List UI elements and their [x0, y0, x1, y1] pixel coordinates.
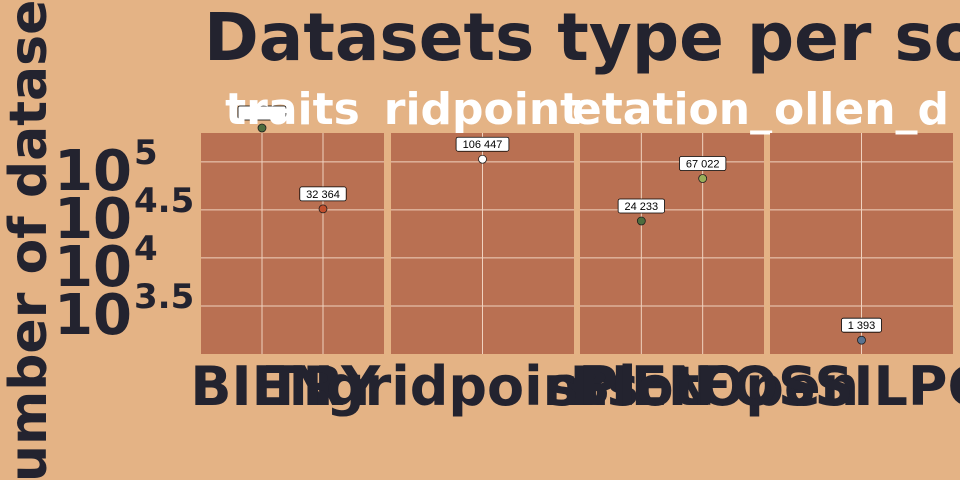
x-tick-label: BIEN	[190, 355, 333, 418]
x-tick-label: BIEN	[570, 355, 713, 418]
y-tick-exponent: 4	[134, 229, 158, 269]
facet-panel: 32 364	[201, 105, 384, 354]
y-tick-exponent: 5	[134, 133, 158, 173]
facet-panel: 24 233 67 022	[580, 133, 764, 354]
data-point	[478, 154, 487, 164]
data-point	[857, 335, 866, 345]
facet-strip-label: ridpoint	[384, 84, 581, 135]
facet-strip-label: traits	[225, 84, 360, 135]
y-tick-label: 10	[54, 283, 132, 348]
data-label-box	[617, 198, 665, 214]
y-tick-label: 10	[54, 187, 132, 252]
chart-title: Datasets type per so	[204, 0, 960, 76]
facet-panel: 1 393	[770, 133, 953, 354]
data-label: 32 364	[306, 189, 340, 201]
data-point	[257, 123, 267, 133]
data-point	[698, 174, 708, 183]
data-label-box	[679, 156, 727, 171]
data-label-box	[299, 186, 347, 202]
y-tick-exponent: 4.5	[134, 181, 194, 221]
x-tick-label: gridpoints	[326, 355, 639, 418]
data-point	[318, 204, 328, 214]
data-label: 67 022	[686, 159, 720, 171]
facet-panel: 106 447	[391, 133, 574, 354]
panel-background	[201, 133, 384, 354]
x-tick-label: FOSSILPOL	[695, 355, 960, 418]
panel-background	[580, 133, 764, 354]
facet-strip-label: ollen_d	[774, 84, 949, 135]
x-tick-label: sPlotOpen	[546, 355, 859, 418]
x-tick-label: TRY	[266, 355, 381, 418]
data-label: 24 233	[625, 201, 659, 213]
data-label-box	[237, 105, 287, 121]
data-label: 106 447	[463, 139, 503, 151]
y-axis-label: umber of datase	[0, 0, 59, 480]
y-tick-label: 10	[54, 235, 132, 300]
data-label: 1 393	[848, 320, 876, 332]
data-label-box	[455, 136, 510, 152]
data-point	[636, 216, 646, 226]
data-label-box	[841, 317, 882, 333]
y-tick-label: 10	[54, 139, 132, 204]
y-tick-exponent: 3.5	[134, 277, 194, 317]
facet-strip-label: etation_	[572, 84, 772, 135]
